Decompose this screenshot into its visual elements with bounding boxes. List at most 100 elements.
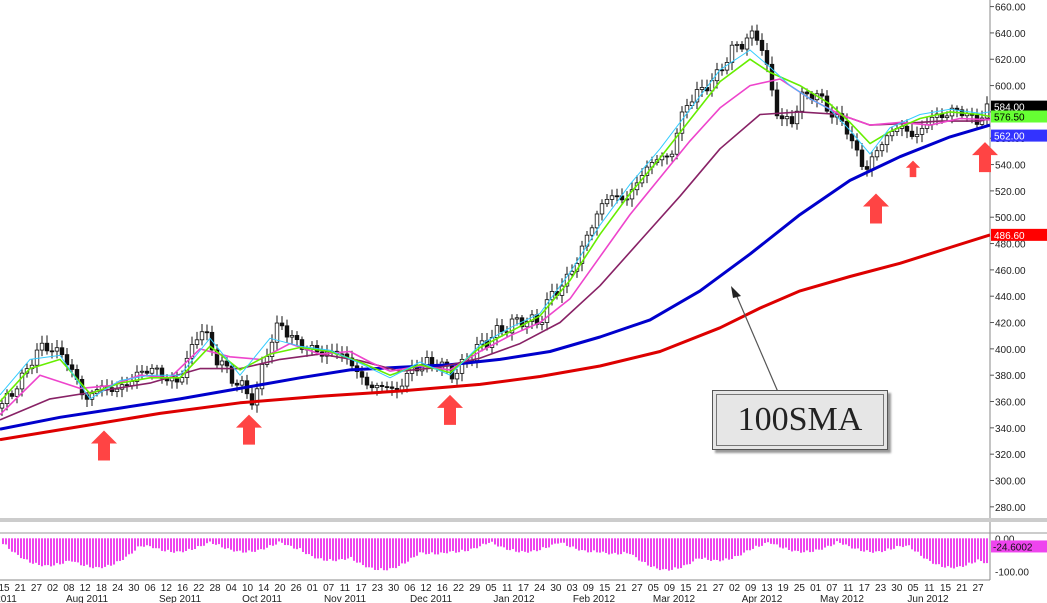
candle-body [604, 199, 610, 205]
indicator-bar [110, 538, 112, 566]
x-day-label: 13 [761, 583, 773, 594]
candle-body [919, 128, 925, 135]
indicator-bar [518, 538, 520, 553]
indicator-bar [8, 538, 10, 549]
indicator-bar [230, 538, 232, 550]
indicator-bar [26, 538, 28, 560]
indicator-bar [791, 538, 793, 552]
candle-body [139, 370, 145, 373]
indicator-bar [122, 538, 124, 560]
indicator-bar [533, 538, 535, 551]
indicator-bar [854, 538, 856, 549]
indicator-bar [476, 538, 478, 549]
candle-body [714, 69, 720, 82]
indicator-value-label: -24.6002 [993, 542, 1033, 553]
candle-body [944, 115, 950, 119]
x-day-label: 14 [258, 583, 270, 594]
candle-body [189, 344, 195, 359]
indicator-bar [323, 538, 325, 561]
indicator-bar [701, 538, 703, 560]
indicator-bar [551, 538, 553, 545]
indicator-bar [410, 538, 412, 558]
x-day-label: 06 [404, 583, 416, 594]
x-day-label: 01 [810, 583, 822, 594]
x-day-label: 15 [940, 583, 952, 594]
indicator-bar [911, 538, 913, 550]
indicator-bar [461, 538, 463, 550]
indicator-bar [971, 538, 973, 564]
x-day-label: 02 [729, 583, 741, 594]
price-tick-label: 380.00 [995, 371, 1026, 382]
candle-body [684, 105, 690, 113]
x-month-label: May 2012 [820, 594, 864, 603]
x-day-label: 17 [356, 583, 368, 594]
x-day-label: 12 [421, 583, 433, 594]
indicator-bar [668, 538, 670, 571]
candle-body [564, 273, 570, 287]
indicator-bar [719, 538, 721, 562]
indicator-bar [929, 538, 931, 561]
x-day-label: 02 [47, 583, 59, 594]
candle-body [429, 357, 435, 366]
candle-body [864, 166, 870, 170]
x-month-label: Jun 2012 [907, 594, 949, 603]
indicator-bars [2, 538, 988, 571]
x-day-label: 30 [388, 583, 400, 594]
indicator-bar [167, 538, 169, 550]
indicator-bar [890, 538, 892, 550]
indicator-bar [833, 538, 835, 545]
indicator-bar [617, 538, 619, 555]
x-day-label: 27 [632, 583, 644, 594]
indicator-bar [221, 538, 223, 548]
indicator-bar [305, 538, 307, 555]
x-day-label: 18 [96, 583, 108, 594]
price-tick-label: 300.00 [995, 477, 1026, 488]
indicator-bar [164, 538, 166, 552]
indicator-bar [986, 538, 988, 564]
indicator-bar [779, 538, 781, 548]
candle-body [514, 317, 520, 320]
candle-body [539, 322, 545, 325]
indicator-bar [47, 538, 49, 566]
indicator-bar [92, 538, 94, 569]
indicator-bar [359, 538, 361, 563]
annotation-arrowhead [731, 286, 741, 298]
indicator-bar [161, 538, 163, 551]
x-day-label: 11 [843, 583, 854, 594]
indicator-bar [302, 538, 304, 552]
candle-body [289, 335, 295, 338]
indicator-bar [311, 538, 313, 557]
x-month-label: Aug 2011 [66, 594, 109, 603]
indicator-bar [287, 538, 289, 546]
indicator-bar [449, 538, 451, 552]
indicator-bar [722, 538, 724, 561]
indicator-bar [962, 538, 964, 567]
candle-body [884, 135, 890, 146]
indicator-bar [203, 538, 205, 546]
x-day-label: 28 [209, 583, 221, 594]
indicator-bar [527, 538, 529, 553]
candle-body [114, 388, 120, 392]
x-day-label: 16 [177, 583, 189, 594]
indicator-bar [380, 538, 382, 569]
x-day-label: 22 [193, 583, 205, 594]
indicator-bar [113, 538, 115, 565]
up-arrow-marker [863, 193, 889, 224]
indicator-bar [656, 538, 658, 569]
x-day-label: 11 [502, 583, 513, 594]
indicator-bar [314, 538, 316, 559]
candle-body [34, 349, 40, 366]
indicator-bar [680, 538, 682, 569]
indicator-bar [434, 538, 436, 555]
candle-body [794, 110, 800, 125]
indicator-bar [938, 538, 940, 565]
indicator-bar [32, 538, 34, 564]
indicator-bar [458, 538, 460, 553]
indicator-bar [20, 538, 22, 559]
indicator-bar [275, 538, 277, 545]
indicator-bar [53, 538, 55, 566]
indicator-bar [947, 538, 949, 567]
candle-body [44, 342, 50, 352]
indicator-bar [269, 538, 271, 546]
up-arrow-marker [91, 430, 117, 461]
